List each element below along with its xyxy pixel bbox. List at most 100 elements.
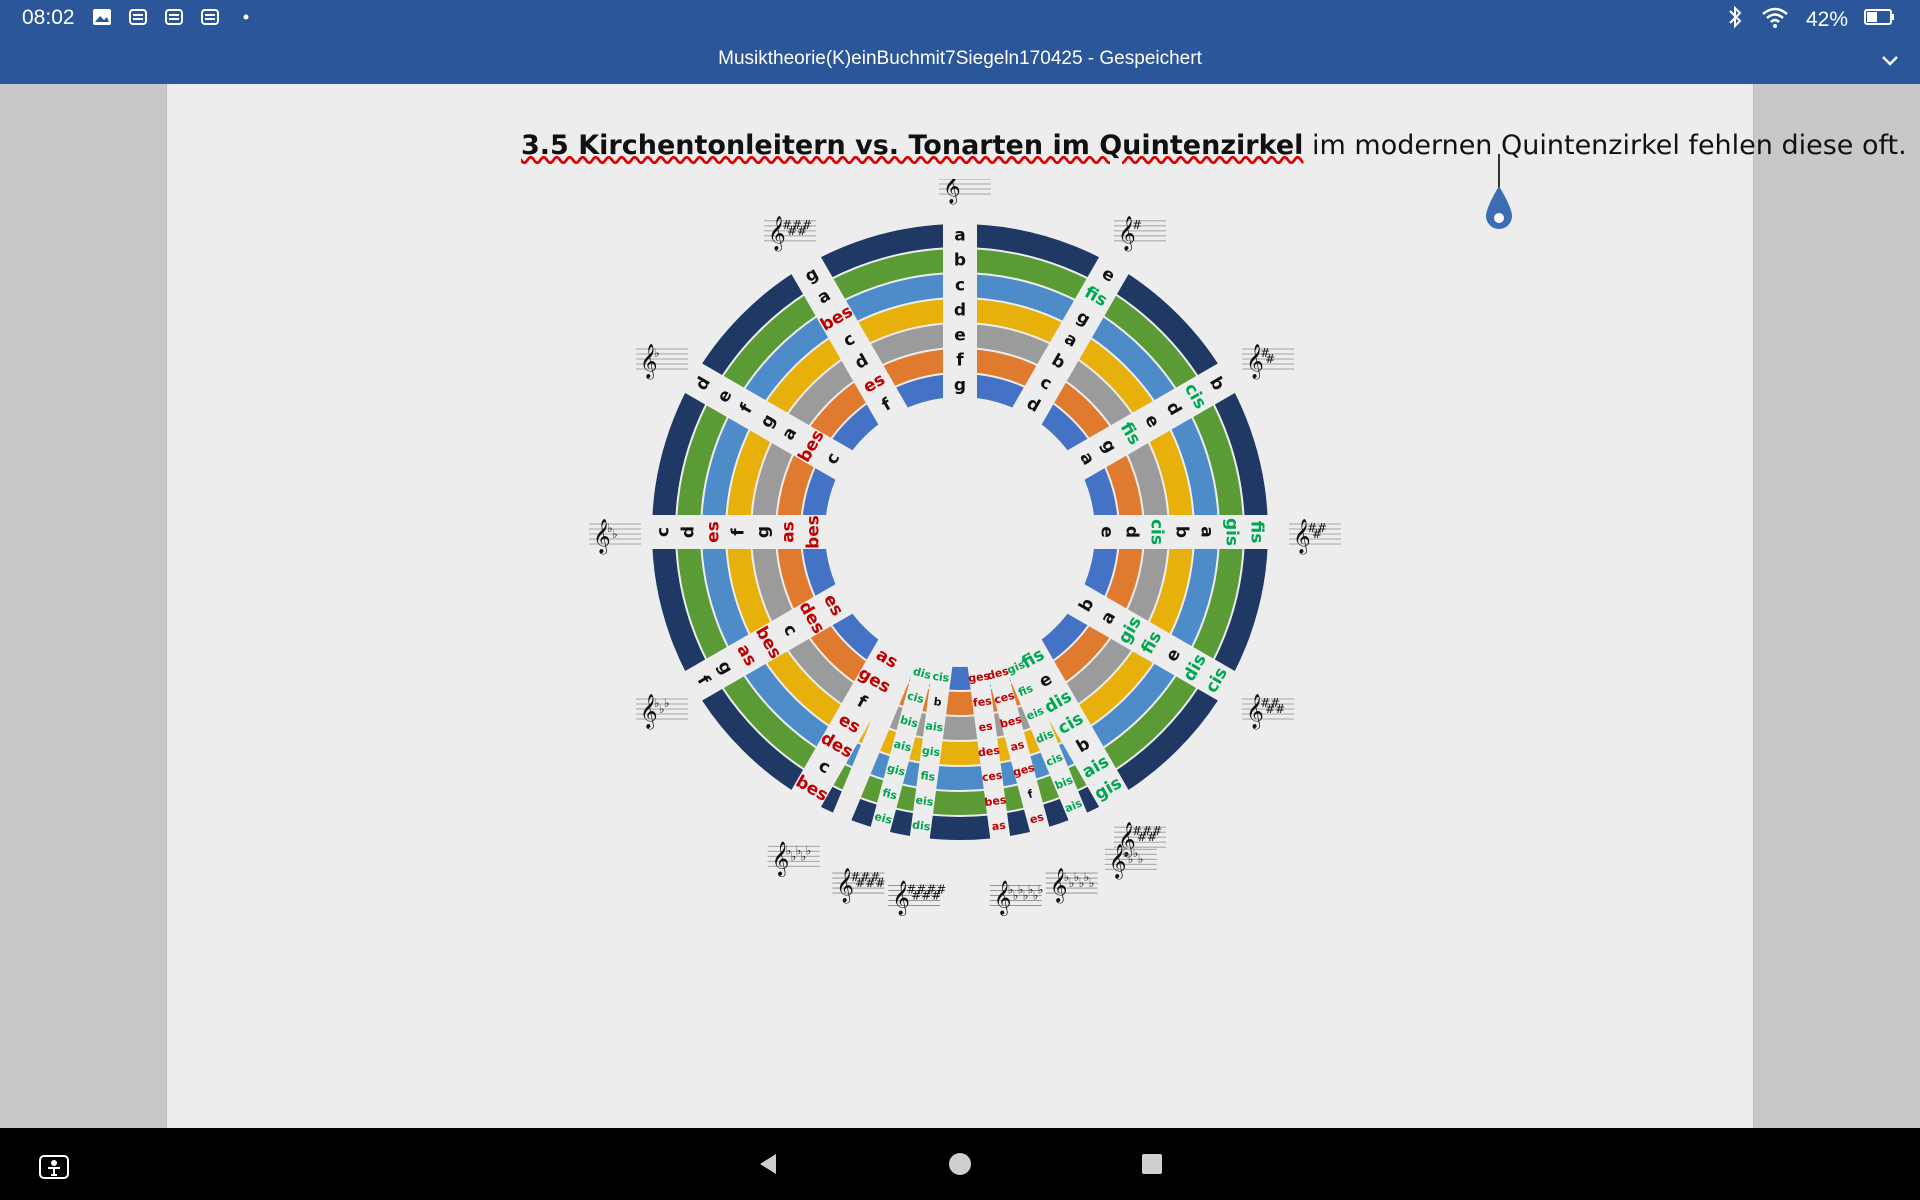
spoke-band [830,647,920,826]
svg-text:𝄞: 𝄞 [1293,519,1311,555]
note-label: a [954,226,965,246]
news-icon [200,7,222,27]
svg-text:♭: ♭ [796,843,802,857]
svg-text:𝄞: 𝄞 [640,694,658,730]
svg-text:#: # [911,888,921,902]
svg-text:#: # [1137,830,1147,844]
home-icon[interactable] [946,1150,974,1183]
news-icon [128,7,150,27]
svg-text:#: # [936,882,946,896]
svg-text:#: # [926,882,936,896]
wifi-icon [1760,5,1790,35]
spoke-band [679,581,857,704]
battery-icon [1864,7,1896,33]
svg-text:#: # [1317,521,1327,535]
svg-text:♭: ♭ [1064,870,1070,884]
key-signature: 𝄞### [1289,519,1341,555]
note-label: fis [1016,681,1035,699]
news-icon [164,7,186,27]
note-label: fis [1247,521,1267,544]
note-label: dis [911,818,931,833]
spoke-band [1063,360,1241,483]
svg-text:#: # [1152,824,1162,838]
battery-level: 42% [1805,8,1848,31]
document-canvas[interactable]: 3.5 Kirchentonleitern vs. Tonarten im Qu… [0,84,1920,1128]
svg-text:♭: ♭ [1013,888,1019,902]
section-heading[interactable]: 3.5 Kirchentonleitern vs. Tonarten im Qu… [521,130,1907,161]
svg-text:♭: ♭ [654,346,660,360]
svg-text:♭: ♭ [607,521,613,535]
note-label: c [654,527,674,537]
svg-text:#: # [1142,824,1152,838]
note-label: ces [981,769,1003,785]
svg-text:#: # [860,870,870,884]
note-label: ges [1012,761,1037,779]
svg-text:𝄞: 𝄞 [772,841,790,877]
spoke-band [679,360,857,483]
svg-text:♭: ♭ [1069,876,1075,890]
key-signature: 𝄞♭ ♭ ♭ ♭ [1104,844,1157,880]
key-signature: 𝄞♭ ♭ ♭ ♭ ♭ ♭ [1045,868,1098,904]
note-label: gis [886,761,907,778]
cursor-handle-icon[interactable] [1484,184,1514,234]
svg-text:#: # [875,876,885,890]
svg-text:♭: ♭ [791,849,797,863]
spoke-band [1000,647,1090,826]
spoke-band [788,635,911,813]
svg-text:#: # [1260,696,1270,710]
svg-text:#: # [931,888,941,902]
key-signature: 𝄞# [1114,216,1166,252]
clock: 08:02 [22,6,75,29]
svg-text:𝄞: 𝄞 [640,344,658,380]
svg-text:#: # [850,870,860,884]
note-label: cis [932,670,951,685]
note-label: gis [921,744,941,759]
note-label: b [1172,526,1192,538]
svg-text:♭: ♭ [1028,882,1034,896]
svg-text:#: # [1307,521,1317,535]
svg-text:#: # [1275,702,1285,716]
svg-text:♭: ♭ [801,849,807,863]
svg-text:#: # [906,882,916,896]
accessibility-icon[interactable] [38,1150,70,1187]
svg-text:#: # [792,218,802,232]
spoke-band [1009,251,1132,429]
note-label: e [1097,526,1117,538]
note-label: es [978,719,994,734]
document-title[interactable]: Musiktheorie(K)einBuchmit7Siegeln170425 … [718,48,1202,69]
back-icon[interactable] [754,1150,782,1183]
note-label: as [991,819,1007,834]
title-bar: Musiktheorie(K)einBuchmit7Siegeln170425 … [0,36,1920,84]
note-label: ges [967,669,991,685]
svg-text:𝄞: 𝄞 [593,519,611,555]
ring-lydisch [777,349,1143,715]
svg-text:♭: ♭ [1138,852,1144,866]
svg-text:#: # [1260,346,1270,360]
svg-text:♭: ♭ [1074,870,1080,884]
chevron-down-icon[interactable] [1878,48,1902,72]
note-label: cis [1044,750,1065,769]
key-signature: 𝄞♭ ♭ ♭ [635,694,688,730]
svg-text:#: # [916,882,926,896]
note-label: bes [804,515,824,549]
key-signature: 𝄞##### [764,216,816,252]
note-label: g [954,376,966,396]
note-label: eis [1024,704,1046,723]
recents-icon[interactable] [1138,1150,1166,1183]
key-signature: 𝄞♭ ♭ ♭ ♭ ♭ [767,841,820,877]
note-label: gis [1222,518,1242,546]
notification-icons [92,7,258,27]
key-signature: 𝄞###### [832,868,885,904]
svg-text:♭: ♭ [806,843,812,857]
note-label: fes [972,694,993,709]
note-label: d [1122,526,1142,538]
svg-text:#: # [787,224,797,238]
key-signature: 𝄞#### [1242,694,1295,730]
note-label: cis [906,689,926,706]
note-label: a [1197,526,1217,537]
note-label: fis [920,769,937,784]
note-label: des [977,744,1001,760]
svg-text:♭: ♭ [1038,882,1044,896]
note-label: ais [925,719,945,734]
spoke-band [983,654,1051,838]
